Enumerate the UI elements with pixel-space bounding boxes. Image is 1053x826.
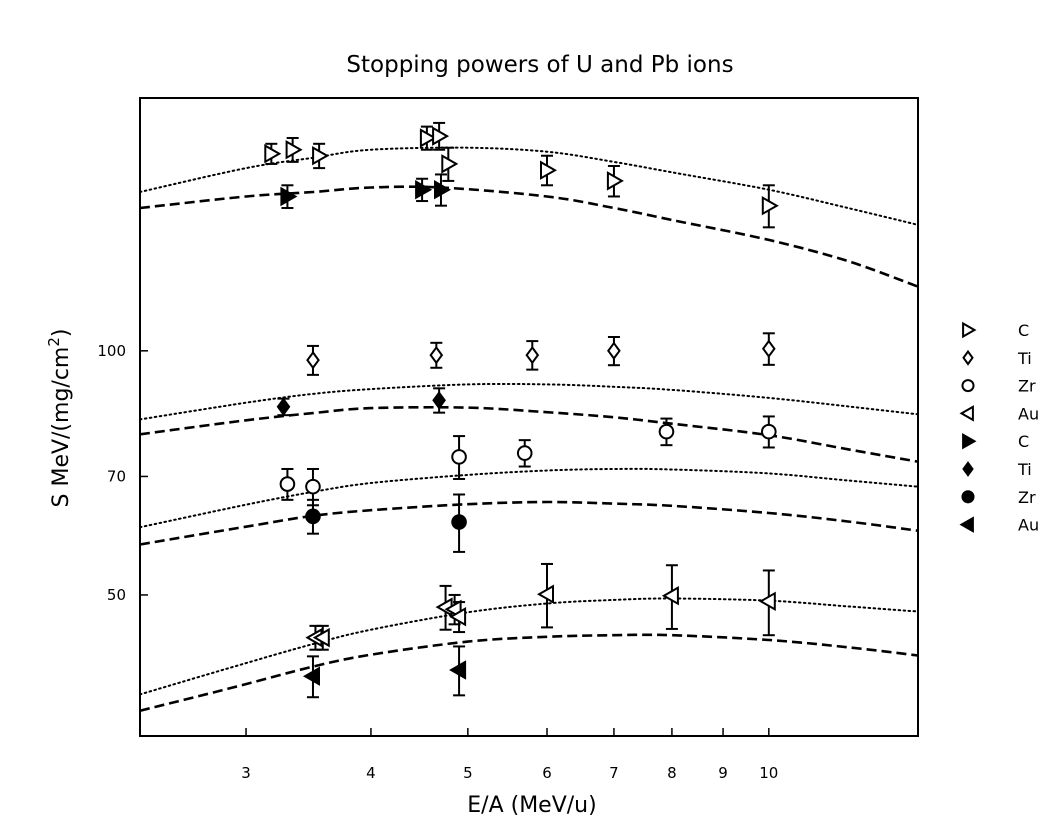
data-point-open-triangle-right-c-7 (540, 160, 558, 180)
x-tick-label-5: 5 (463, 764, 473, 782)
x-tick-label-10: 10 (759, 764, 778, 782)
model-curve-dotted-1 (139, 146, 919, 226)
x-tick-label-7: 7 (609, 764, 619, 782)
plot-area-frame (139, 97, 919, 737)
data-points (264, 126, 779, 686)
legend-label-filled-c: C (1018, 432, 1029, 451)
model-curves (139, 146, 919, 712)
legend-label-open-c: C (1018, 321, 1029, 340)
legend-marker-filled-zr (961, 490, 975, 504)
data-point-filled-triangle-right-c-1 (280, 186, 298, 207)
y-axis-title-suffix: ) (49, 329, 74, 338)
data-point-open-triangle-right-c-4 (419, 128, 437, 148)
data-point-open-triangle-left-au-2 (312, 627, 330, 648)
x-tick-label-9: 9 (718, 764, 728, 782)
x-tick-label-4: 4 (366, 764, 376, 782)
legend-marker-open-au (959, 405, 974, 422)
x-tick-label-6: 6 (542, 764, 552, 782)
data-point-open-circle-zr-4 (516, 445, 533, 461)
data-point-open-circle-zr-1 (279, 476, 296, 492)
legend-label-open-zr: Zr (1018, 377, 1036, 396)
data-point-open-triangle-right-c-2 (285, 139, 303, 160)
data-point-open-diamond-ti-3 (525, 345, 540, 365)
data-point-open-circle-zr-5 (658, 423, 675, 440)
model-curve-dashed-8 (139, 633, 919, 712)
data-point-open-triangle-left-au-6 (536, 584, 554, 604)
legend-marker-filled-c (962, 432, 977, 450)
data-point-filled-diamond-ti-1 (276, 397, 291, 417)
legend-label-filled-au: Au (1018, 516, 1039, 535)
legend-label-filled-zr: Zr (1018, 488, 1036, 507)
data-point-open-triangle-left-au-7 (661, 585, 679, 606)
data-point-open-circle-zr-3 (451, 449, 467, 465)
data-point-open-diamond-ti-5 (761, 339, 776, 358)
data-point-open-triangle-right-c-8 (606, 171, 624, 191)
chart-title: Stopping powers of U and Pb ions (346, 52, 733, 78)
legend-label-open-ti: Ti (1017, 349, 1032, 368)
legend-label-open-au: Au (1018, 404, 1039, 423)
x-axis-ticks: 3 4 5 6 7 8 9 10 (241, 728, 778, 782)
data-point-filled-triangle-right-c-2 (415, 179, 433, 200)
data-point-open-triangle-right-c-3 (312, 145, 330, 166)
model-curve-dotted-7 (139, 597, 919, 696)
legend-marker-open-zr (961, 379, 975, 393)
data-point-open-diamond-ti-2 (429, 345, 444, 365)
legend: C Ti Zr Au C Ti Zr Au (959, 321, 1039, 535)
legend-marker-open-ti (962, 349, 974, 366)
model-curve-dotted-3 (139, 382, 919, 421)
data-point-filled-triangle-left-au-2 (449, 660, 467, 680)
data-point-open-triangle-right-c-6 (441, 154, 459, 174)
data-point-open-triangle-left-au-8 (758, 591, 776, 612)
y-axis-title-superscript: 2 (45, 337, 63, 347)
y-tick-label-100: 100 (97, 342, 126, 360)
model-curve-dotted-5 (139, 467, 919, 529)
data-point-open-triangle-right-c-1 (264, 143, 282, 164)
legend-marker-filled-au (959, 516, 974, 533)
model-curve-dashed-2 (139, 185, 919, 288)
x-tick-label-8: 8 (667, 764, 677, 782)
data-point-open-diamond-ti-1 (306, 350, 320, 370)
y-tick-label-70: 70 (107, 467, 126, 485)
data-point-open-diamond-ti-4 (607, 341, 621, 361)
legend-marker-open-c (962, 321, 977, 339)
x-tick-label-3: 3 (241, 764, 251, 782)
legend-label-filled-ti: Ti (1017, 460, 1032, 479)
data-point-open-triangle-right-c-5 (432, 126, 450, 146)
data-point-filled-circle-zr-2 (451, 514, 467, 530)
data-point-open-circle-zr-2 (305, 478, 321, 495)
data-point-filled-circle-zr-1 (305, 508, 321, 525)
data-point-filled-triangle-left-au-1 (302, 666, 320, 686)
x-axis-title: E/A (MeV/u) (467, 793, 596, 818)
model-curve-dashed-6 (139, 500, 919, 546)
data-point-open-triangle-left-au-5 (449, 606, 467, 627)
data-point-filled-triangle-right-c-3 (434, 179, 452, 200)
legend-marker-filled-ti (962, 461, 974, 477)
data-point-filled-diamond-ti-2 (432, 391, 446, 410)
data-point-open-triangle-right-c-9 (761, 195, 779, 216)
y-axis-ticks: 50 70 100 (97, 342, 148, 604)
y-axis-title-main: S MeV/(mg/cm (49, 347, 74, 508)
y-axis-title: S MeV/(mg/cm2) (45, 329, 74, 508)
y-tick-label-50: 50 (107, 586, 126, 604)
data-point-open-circle-zr-6 (761, 423, 777, 440)
